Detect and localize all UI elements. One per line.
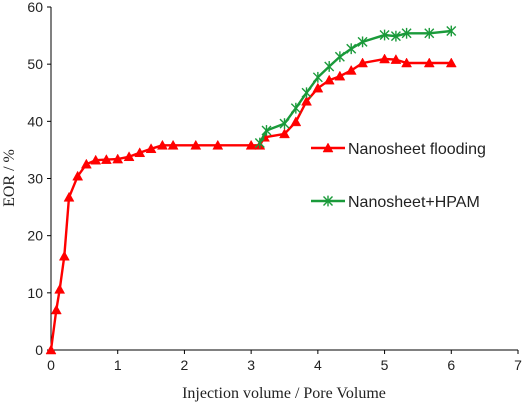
data-point [423,57,435,68]
y-tick-label: 40 [27,113,43,129]
series-layer [45,25,457,355]
data-point [346,43,357,55]
x-tick-label: 4 [314,357,322,373]
data-point [145,143,157,154]
data-point [401,57,413,68]
data-point [323,74,335,85]
data-point [261,125,272,136]
series-line [258,29,452,144]
y-axis-title: EOR / % [1,149,18,207]
data-point [290,102,301,114]
data-point [390,54,402,64]
data-point [90,154,102,165]
legend-label: Nanosheet+HPAM [348,194,480,211]
data-point [379,53,390,64]
data-point [58,250,70,261]
x-tick-label: 6 [447,357,455,373]
data-point [279,118,290,130]
data-point [334,51,345,63]
data-point [290,116,302,127]
data-point [45,344,57,355]
data-point [446,25,457,37]
data-point [312,71,323,83]
data-point [100,154,112,164]
y-tick-label: 10 [27,285,43,301]
axes [47,6,519,354]
x-tick-label: 3 [247,357,255,373]
series-nanosheet-flooding [45,53,457,355]
data-point [54,283,66,294]
data-point [357,57,368,68]
x-tick-label: 7 [514,357,522,373]
legend-marker [323,195,333,207]
y-tick-label: 20 [27,228,43,244]
data-point [401,27,412,39]
data-point [50,304,62,315]
data-point [112,153,124,164]
data-point [379,29,390,41]
data-point [80,158,92,169]
y-tick-label: 0 [35,342,43,358]
x-tick-label: 1 [114,357,122,373]
data-point [334,70,346,81]
data-point [254,137,265,149]
data-point [156,139,168,150]
data-point [245,139,257,150]
y-tick-label: 60 [27,0,43,15]
legend-label: Nanosheet flooding [348,141,486,158]
tick-labels: 0 10 20 30 40 50 60 0 1 2 3 4 5 6 7 [27,0,522,373]
legend-entry: Nanosheet+HPAM [311,194,480,211]
data-point [390,30,401,42]
data-point [63,191,75,202]
x-tick-label: 0 [47,357,55,373]
x-tick-label: 2 [181,357,189,373]
data-point [424,27,435,39]
x-tick-label: 5 [381,357,389,373]
legend-marker [322,142,334,153]
legend: Nanosheet flooding Nanosheet+HPAM [311,141,486,211]
data-point [301,87,312,99]
data-point [123,151,135,162]
data-point [301,95,312,106]
data-point [279,128,290,139]
data-point [445,57,457,68]
y-tick-label: 30 [27,171,43,187]
data-point [167,139,179,150]
data-point [345,64,357,75]
legend-entry: Nanosheet flooding [311,141,486,158]
data-point [312,82,324,93]
x-axis-title: Injection volume / Pore Volume [182,385,386,402]
data-point [134,147,146,158]
series-nanosheet-hpam [254,25,457,149]
data-point [357,36,368,48]
data-point [190,139,202,150]
data-point [212,139,224,150]
y-tick-label: 50 [27,56,43,72]
data-point [324,61,335,72]
data-point [72,170,84,181]
